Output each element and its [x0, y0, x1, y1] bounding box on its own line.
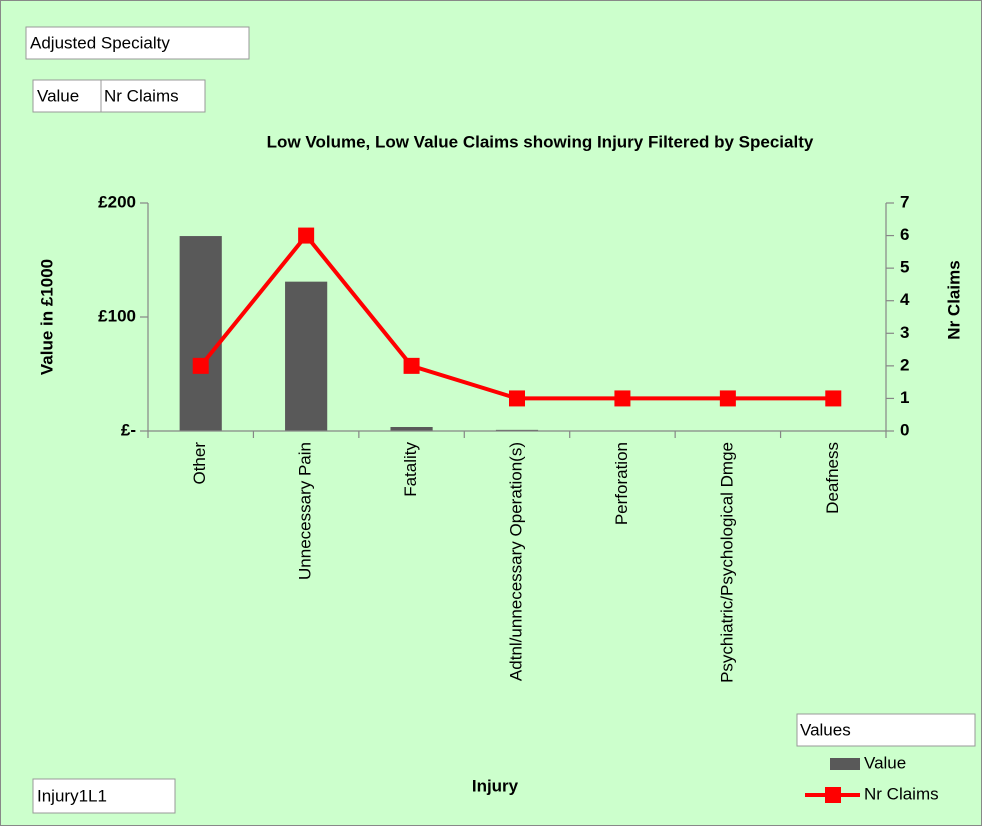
chart-title: Low Volume, Low Value Claims showing Inj… [267, 132, 814, 151]
legend-label: Nr Claims [864, 784, 939, 803]
axis-field[interactable]: Injury1L1 [37, 786, 107, 805]
marker [298, 227, 315, 244]
filter-field[interactable]: Adjusted Specialty [30, 33, 170, 52]
legend-title: Values [800, 720, 851, 739]
legend-swatch [825, 787, 841, 803]
y2-axis-title: Nr Claims [944, 260, 963, 339]
x-tick-label: Unnecessary Pain [296, 442, 315, 580]
marker [509, 390, 525, 407]
legend-swatch [830, 758, 860, 770]
x-tick-label: Deafness [823, 442, 842, 514]
marker [614, 390, 631, 407]
marker [403, 357, 420, 374]
y2-tick-label: 5 [900, 258, 909, 277]
legend-title-box [796, 713, 976, 747]
data-field[interactable]: Nr Claims [104, 86, 179, 105]
marker [825, 390, 842, 407]
y2-tick-label: 2 [900, 355, 909, 374]
x-tick-label: Perforation [612, 442, 631, 525]
data-field-button[interactable] [32, 79, 102, 113]
filter-button[interactable] [25, 26, 250, 60]
x-tick-label: Fatality [401, 442, 420, 497]
y2-tick-label: 6 [900, 225, 909, 244]
y-tick-label: £- [121, 420, 136, 439]
bar [179, 236, 222, 431]
axis-field-button[interactable] [32, 778, 176, 814]
y2-tick-label: 3 [900, 323, 909, 342]
y2-tick-label: 0 [900, 420, 909, 439]
y2-tick-label: 7 [900, 192, 909, 211]
x-axis-title: Injury [472, 776, 519, 795]
y-axis-title: Value in £1000 [37, 259, 56, 375]
x-tick-label: Adtnl/unnecessary Operation(s) [506, 442, 525, 681]
y-tick-label: £100 [98, 306, 136, 325]
y-tick-label: £200 [98, 192, 136, 211]
bar [390, 427, 433, 431]
legend-label: Value [864, 753, 906, 772]
data-field[interactable]: Value [37, 86, 79, 105]
y2-tick-label: 1 [900, 388, 909, 407]
marker [719, 390, 736, 407]
x-tick-label: Other [190, 442, 209, 485]
y2-tick-label: 4 [900, 290, 910, 309]
data-field-button[interactable] [100, 79, 206, 113]
marker [192, 357, 209, 374]
x-tick-label: Psychiatric/Psychological Dmge [717, 442, 736, 683]
bar [285, 281, 328, 431]
